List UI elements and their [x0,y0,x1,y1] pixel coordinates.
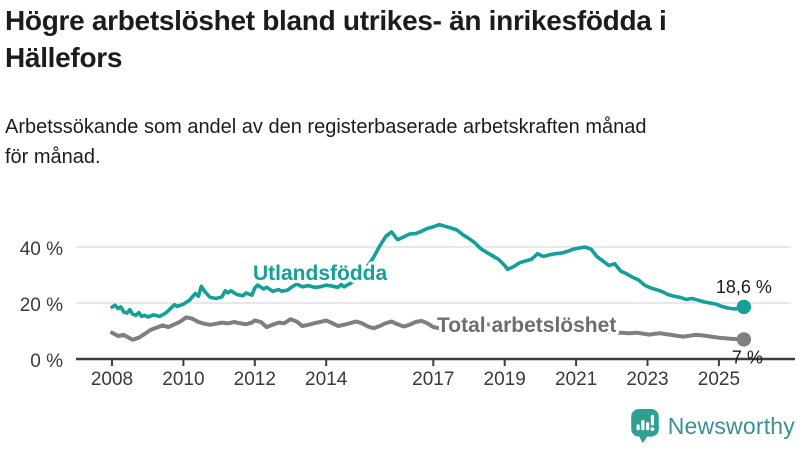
x-tick-label: 2012 [234,369,276,390]
brand-footer: Newsworthy [630,407,795,445]
brand-name: Newsworthy [667,412,795,439]
x-tick-label: 2019 [484,369,526,390]
x-tick-label: 2025 [698,369,740,390]
y-tick-label: 20 % [20,295,63,316]
newsworthy-logo-icon [630,409,659,444]
logo-bars-glyph [636,414,655,432]
x-tick-label: 2017 [412,369,454,390]
series-line-utlandsfodda [110,222,746,319]
x-tick-label: 2023 [626,369,668,390]
y-tick-label: 0 % [30,351,63,372]
page-subtitle: Arbetssökande som andel av den registerb… [5,116,647,168]
series-end-label-utlandsfodda: 18,6 % [716,277,772,297]
series-end-dot-total [736,332,752,347]
series-end-label-total: 7 % [732,347,763,367]
series-end-dot-utlandsfodda [736,299,752,315]
y-tick-label: 40 % [20,239,63,260]
page-title: Högre arbetslöshet bland utrikes- än inr… [5,5,667,73]
logo-bubble-shape [630,409,659,444]
x-tick-label: 2010 [162,369,204,390]
series-line-total [110,315,746,342]
series-annotation-utlandsfodda: Utlandsfödda [253,262,387,285]
x-tick-label: 2014 [305,369,348,390]
series-annotation-total: Total arbetslöshet [437,314,616,337]
x-tick-label: 2021 [555,369,597,390]
x-tick-label: 2008 [91,369,133,390]
